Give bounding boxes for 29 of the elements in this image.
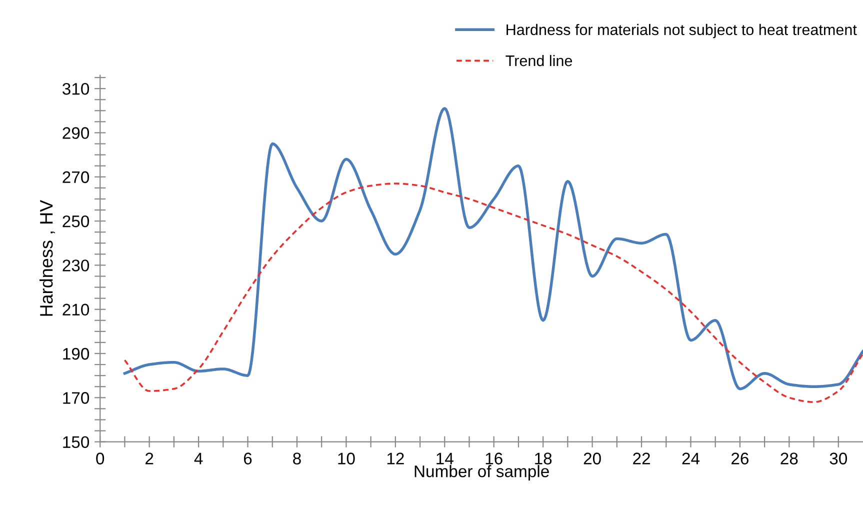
x-tick-label: 14	[436, 452, 454, 464]
y-tick-label: 230	[62, 260, 90, 272]
x-tick-label: 20	[584, 452, 601, 464]
y-tick-label: 270	[62, 171, 90, 184]
x-tick-label: 0	[96, 452, 104, 464]
x-tick-label: 8	[293, 452, 301, 464]
y-tick-label: 250	[62, 215, 90, 228]
y-axis-title: Hardness , HV	[40, 200, 55, 316]
x-tick-label: 4	[194, 452, 203, 464]
x-axis-title: Number of sample	[414, 464, 549, 481]
x-tick-label: 30	[830, 452, 848, 464]
y-tick-label: 150	[63, 436, 90, 448]
x-tick-label: 22	[633, 452, 650, 464]
x-tick-label: 10	[338, 452, 355, 464]
y-tick-label: 310	[62, 82, 90, 95]
x-tick-label: 12	[387, 452, 404, 464]
x-tick-label: 24	[682, 452, 700, 464]
x-tick-label: 28	[780, 452, 798, 464]
x-tick-label: 26	[732, 452, 748, 464]
x-tick-label: 2	[146, 452, 154, 464]
x-tick-label: 6	[244, 452, 252, 464]
x-tick-label: 16	[486, 452, 502, 464]
legend-label: Hardness for materials not subject to heat treatment	[506, 24, 857, 38]
y-tick-label: 190	[63, 348, 90, 360]
x-tick-label: 18	[535, 452, 552, 464]
y-tick-label: 170	[63, 392, 90, 404]
y-tick-label: 290	[62, 127, 90, 139]
y-tick-label: 210	[62, 304, 90, 316]
legend-label: Trend line	[506, 54, 572, 66]
